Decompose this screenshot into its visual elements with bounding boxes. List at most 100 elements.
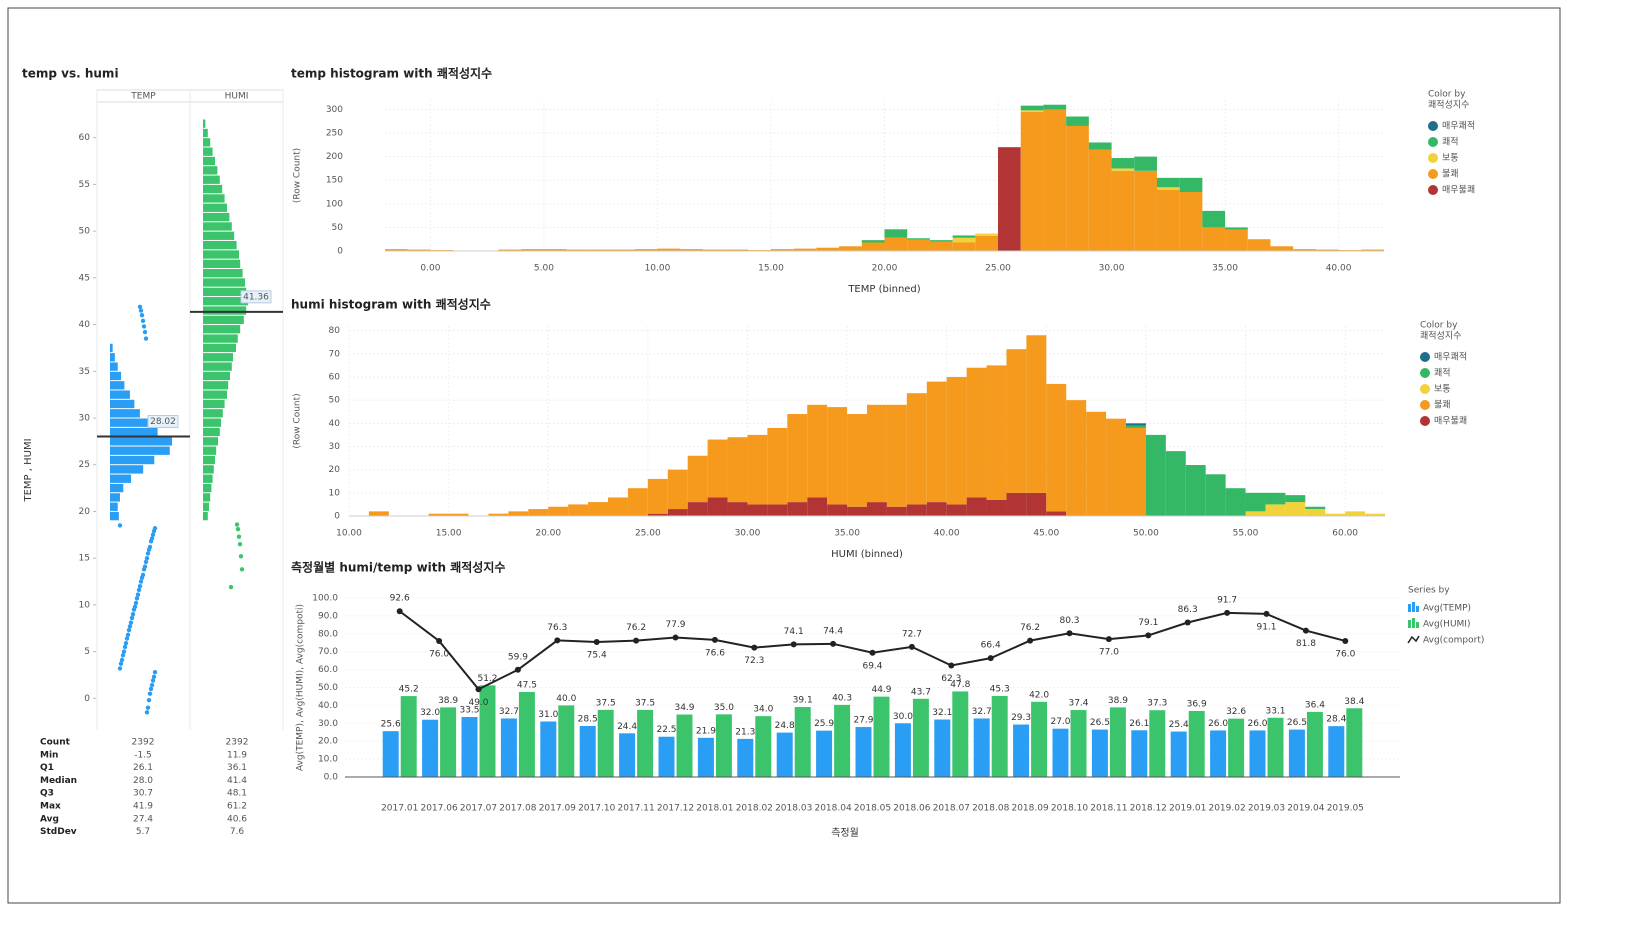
histogram-bar bbox=[203, 194, 225, 203]
data-label: 74.4 bbox=[823, 626, 843, 636]
bar bbox=[500, 718, 517, 777]
histogram-bar bbox=[203, 297, 248, 306]
histogram-bar bbox=[861, 242, 885, 251]
histogram-bar bbox=[1066, 116, 1089, 126]
histogram-bar bbox=[1225, 229, 1248, 251]
x-tick-label: 2018.08 bbox=[972, 804, 1009, 814]
histogram-bar bbox=[1315, 249, 1339, 251]
histogram-bar bbox=[203, 362, 232, 371]
bar bbox=[1070, 710, 1087, 777]
histogram-bar bbox=[1111, 158, 1135, 169]
histogram-bar bbox=[203, 166, 218, 175]
line-point bbox=[908, 643, 915, 650]
legend-subtitle: 쾌적성지수 bbox=[1420, 330, 1461, 342]
bar bbox=[794, 707, 811, 777]
histogram-bar bbox=[839, 246, 862, 251]
y-tick-label: 40.0 bbox=[318, 701, 338, 711]
histogram-bar bbox=[1020, 105, 1044, 111]
histogram-bar bbox=[998, 147, 1021, 251]
bar bbox=[440, 707, 457, 777]
data-label: 76.0 bbox=[1335, 649, 1355, 659]
data-label: 51.2 bbox=[477, 674, 497, 684]
stat-name: Q3 bbox=[40, 789, 54, 799]
histogram-bar bbox=[203, 231, 235, 240]
data-label: 91.7 bbox=[1217, 595, 1237, 605]
histogram-bar bbox=[110, 371, 122, 381]
legend-label: 보통 bbox=[1442, 153, 1459, 164]
line-point bbox=[1302, 627, 1309, 634]
bar bbox=[1267, 717, 1284, 777]
data-label: 37.5 bbox=[635, 698, 655, 708]
histogram-bar bbox=[203, 175, 220, 184]
histogram-bar bbox=[203, 128, 208, 138]
data-point bbox=[136, 587, 142, 593]
data-label: 26.0 bbox=[1208, 719, 1228, 729]
histogram-bar bbox=[647, 513, 668, 516]
y-tick-label: 100.0 bbox=[312, 594, 338, 604]
legend-label: Avg(TEMP) bbox=[1423, 604, 1471, 614]
data-label: 33.1 bbox=[1265, 706, 1285, 716]
data-label: 28.4 bbox=[1326, 715, 1346, 725]
y-tick-label: 35 bbox=[79, 367, 90, 377]
data-label: 31.0 bbox=[538, 710, 558, 720]
x-tick-label: 10.00 bbox=[336, 529, 362, 539]
data-point bbox=[139, 575, 145, 580]
x-tick-label: 2017.11 bbox=[617, 804, 654, 814]
data-point bbox=[118, 661, 124, 666]
data-point bbox=[128, 620, 134, 625]
histogram-bar bbox=[1020, 111, 1044, 251]
line-point bbox=[1066, 630, 1073, 637]
data-point bbox=[129, 615, 135, 621]
histogram-bar bbox=[1205, 474, 1226, 516]
histogram-bar bbox=[203, 502, 209, 511]
histogram-bar bbox=[952, 235, 976, 238]
histogram-bar bbox=[1202, 227, 1226, 251]
bar bbox=[894, 723, 911, 777]
legend-subtitle: 쾌적성지수 bbox=[1428, 99, 1469, 111]
histogram-bar bbox=[1006, 492, 1027, 516]
histogram-bar bbox=[1305, 506, 1326, 510]
data-label: 34.9 bbox=[674, 703, 694, 713]
histogram-bar bbox=[966, 367, 987, 498]
line-point bbox=[436, 637, 443, 644]
histogram-bar bbox=[110, 381, 125, 390]
data-label: 21.3 bbox=[735, 727, 755, 737]
data-label: 42.0 bbox=[1029, 690, 1049, 700]
bar bbox=[1149, 710, 1166, 777]
line-point bbox=[790, 641, 797, 648]
data-point bbox=[146, 547, 152, 552]
histogram-bar bbox=[203, 493, 211, 502]
histogram-bar bbox=[767, 504, 788, 516]
x-tick-label: 2017.06 bbox=[420, 804, 457, 814]
legend-swatch bbox=[1420, 400, 1430, 410]
y-tick-label: 10 bbox=[79, 600, 91, 610]
bar bbox=[579, 725, 596, 777]
histogram-bar bbox=[702, 249, 726, 251]
legend-swatch bbox=[1407, 635, 1420, 644]
data-point bbox=[141, 567, 147, 572]
bar bbox=[1109, 707, 1126, 777]
bar bbox=[658, 736, 675, 777]
legend-label: 매우쾌적 bbox=[1434, 351, 1467, 363]
histogram-bar bbox=[986, 365, 1007, 500]
reference-label-box bbox=[147, 415, 179, 429]
x-tick-label: 60.00 bbox=[1332, 529, 1358, 539]
histogram-bar bbox=[203, 250, 239, 259]
x-tick-label: 2019.04 bbox=[1287, 804, 1324, 814]
histogram-bar bbox=[110, 343, 113, 353]
histogram-bar bbox=[203, 353, 233, 362]
histogram-bar bbox=[612, 249, 635, 251]
bar bbox=[816, 730, 833, 777]
line-point bbox=[633, 637, 640, 644]
data-point bbox=[130, 612, 136, 617]
line-point bbox=[830, 640, 837, 647]
histogram-bar bbox=[1165, 451, 1186, 516]
histogram-bar bbox=[203, 446, 217, 455]
x-tick-label: 2018.03 bbox=[775, 804, 812, 814]
legend-swatch bbox=[1412, 618, 1415, 628]
histogram-bar bbox=[566, 249, 590, 251]
histogram-bar bbox=[1126, 427, 1146, 516]
data-label: 29.3 bbox=[1011, 713, 1031, 723]
stat-value: 41.9 bbox=[133, 802, 153, 812]
histogram-bar bbox=[1046, 511, 1067, 516]
